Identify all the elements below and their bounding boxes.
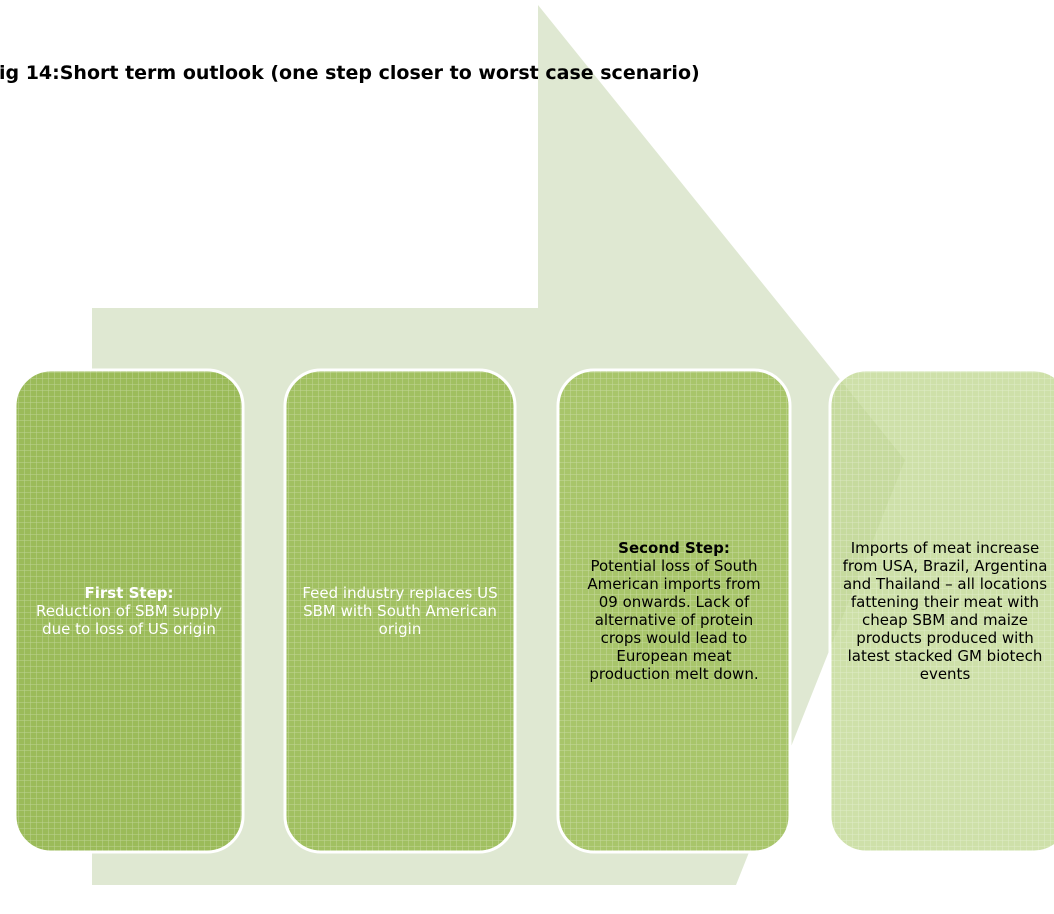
step: Feed industry replaces US SBM with South… bbox=[285, 370, 515, 852]
step-box-texture bbox=[558, 370, 790, 852]
step-box-texture bbox=[285, 370, 515, 852]
step-text: Reduction of SBM supply due to loss of U… bbox=[36, 602, 222, 638]
step: First Step: Reduction of SBM supply due … bbox=[15, 370, 243, 852]
step: Imports of meat increase from USA, Brazi… bbox=[830, 370, 1054, 852]
step-heading: First Step: bbox=[84, 584, 174, 602]
step-text: Potential loss of South American imports… bbox=[587, 557, 761, 683]
step-heading: Second Step: bbox=[618, 539, 730, 557]
figure-title: Fig 14:Short term outlook (one step clos… bbox=[0, 62, 700, 84]
step-text: Feed industry replaces US SBM with South… bbox=[302, 584, 498, 638]
step-box-texture bbox=[15, 370, 243, 852]
step: Second Step: Potential loss of South Ame… bbox=[558, 370, 790, 852]
step-box-texture bbox=[830, 370, 1054, 852]
step-text: Imports of meat increase from USA, Brazi… bbox=[842, 539, 1048, 683]
